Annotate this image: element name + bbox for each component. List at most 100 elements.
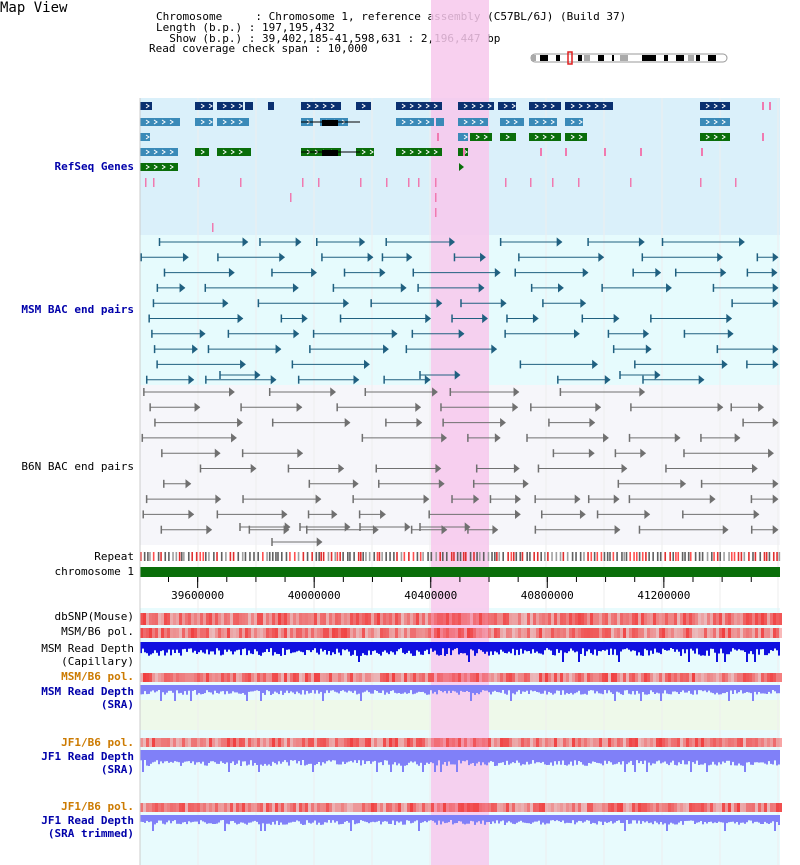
jf1-depth-trim-bar (368, 815, 370, 824)
msm-b6-pol-sra-cell (365, 673, 368, 682)
msm-depth-sra-bar (588, 685, 590, 691)
jf1-depth-trim-bar (152, 815, 154, 831)
jf1-depth-trim-bar (738, 815, 740, 825)
jf1-b6-pol-trim-cell (482, 803, 485, 812)
msm-b6-pol-cap-cell (491, 628, 494, 638)
jf1-depth-sra-bar (630, 750, 632, 761)
gene-strand-arrow (361, 149, 366, 155)
jf1-depth-trim-bar (574, 815, 576, 825)
jf1-depth-sra-bar (362, 750, 364, 761)
msm-b6-pol-sra-cell (662, 673, 665, 682)
msm-b6-pol-cap-cell (665, 628, 668, 638)
msm-bac-pair-end (666, 283, 672, 293)
msm-depth-sra-bar (250, 685, 252, 692)
msm-b6-pol-cap-cell (635, 628, 638, 638)
jf1-depth-trim-bar (344, 815, 346, 822)
msm-depth-sra-bar (522, 685, 524, 692)
msm-b6-pol-cap-cell (599, 628, 602, 638)
ideogram-band (540, 55, 548, 61)
jf1-b6-pol-trim-cell (404, 803, 407, 812)
jf1-b6-pol-trim-cell (251, 803, 254, 812)
jf1-b6-pol-cell (563, 738, 566, 747)
gene-strand-arrow (161, 164, 166, 170)
jf1-b6-pol-cell (494, 738, 497, 747)
jf1-depth-sra-bar (458, 750, 460, 761)
jf1-depth-trim-bar (494, 815, 496, 824)
jf1-depth-sra-bar (562, 750, 564, 761)
msm-b6-pol-cap-cell (449, 628, 452, 638)
msm-depth-cap-bar (762, 642, 764, 650)
msm-depth-cap-bar (142, 642, 144, 649)
msm-depth-sra-bar (618, 685, 620, 693)
jf1-b6-pol-trim-cell (194, 803, 197, 812)
msm-b6-pol-cap-cell (695, 628, 698, 638)
jf1-b6-pol-trim-cell (740, 803, 743, 812)
jf1-depth-sra-bar (492, 750, 494, 762)
msm-depth-sra-bar (258, 685, 260, 691)
msm-depth-cap-bar (496, 642, 498, 653)
msm-bac-pair-end (772, 298, 779, 308)
repeat-element (389, 552, 391, 561)
msm-depth-cap-bar (316, 642, 318, 653)
b6n-bac-pair-end (621, 463, 628, 474)
msm-depth-sra-bar (422, 685, 424, 692)
jf1-depth-trim-bar (384, 815, 386, 822)
msm-depth-sra-bar (532, 685, 534, 692)
jf1-depth-sra-bar (778, 750, 780, 765)
jf1-depth-trim-bar (586, 815, 588, 821)
jf1-depth-trim-bar (696, 815, 698, 823)
jf1-b6-pol-trim-cell (275, 803, 278, 812)
msm-b6-pol-cap-cell (290, 628, 293, 638)
gene-strand-arrow (409, 103, 414, 109)
jf1-depth-trim-bar (144, 815, 146, 823)
msm-depth-sra-bar (274, 685, 276, 692)
msm-depth-sra-bar (212, 685, 214, 695)
msm-depth-sra-bar (244, 685, 246, 695)
jf1-b6-pol-cell (635, 738, 638, 747)
repeat-element (476, 552, 478, 561)
repeat-element (498, 552, 501, 561)
dbsnp-cell (383, 613, 386, 625)
jf1-b6-pol-cell (290, 738, 293, 747)
msm-depth-sra-bar (604, 685, 606, 690)
msm-depth-cap-bar (622, 642, 624, 650)
track-label-b6n-bac[interactable]: B6N BAC end pairs (21, 460, 134, 473)
msm-b6-pol-sra-cell (470, 673, 473, 682)
jf1-b6-pol-cell (392, 738, 395, 747)
msm-depth-sra-bar (308, 685, 310, 694)
jf1-depth-trim-bar (618, 815, 620, 821)
msm-b6-pol-sra-cell (161, 673, 164, 682)
dbsnp-cell (182, 613, 185, 625)
msm-b6-pol-cap-cell (230, 628, 233, 638)
jf1-depth-sra-bar (246, 750, 248, 766)
jf1-depth-sra-bar (602, 750, 604, 766)
msm-b6-pol-cap-cell (533, 628, 536, 638)
jf1-b6-pol-trim-cell (425, 803, 428, 812)
jf1-b6-pol-cell (299, 738, 302, 747)
dbsnp-cell (374, 613, 377, 625)
msm-b6-pol-sra-cell (302, 673, 305, 682)
dbsnp-cell (578, 613, 581, 625)
jf1-depth-sra-bar (174, 750, 176, 762)
msm-b6-pol-cap-cell (374, 628, 377, 638)
track-label-msm-bac[interactable]: MSM BAC end pairs (21, 303, 134, 316)
dbsnp-cell (278, 613, 281, 625)
msm-depth-cap-bar (220, 642, 222, 656)
jf1-b6-pol-cell (677, 738, 680, 747)
jf1-depth-trim-bar (164, 815, 166, 825)
msm-b6-pol-sra-cell (431, 673, 434, 682)
jf1-b6-pol-cell (746, 738, 749, 747)
jf1-b6-pol-cell (455, 738, 458, 747)
jf1-depth-trim-bar (472, 815, 474, 822)
jf1-b6-pol-trim-cell (779, 803, 782, 812)
msm-b6-pol-cap-cell (296, 628, 299, 638)
jf1-b6-pol-cell (632, 738, 635, 747)
dbsnp-cell (368, 613, 371, 625)
msm-depth-sra-bar (374, 685, 376, 691)
track-label-refseq[interactable]: RefSeq Genes (54, 160, 134, 173)
msm-depth-cap-bar (320, 642, 322, 649)
jf1-depth-sra-bar (534, 750, 536, 764)
jf1-depth-sra-bar (432, 750, 434, 764)
jf1-b6-pol-trim-cell (674, 803, 677, 812)
